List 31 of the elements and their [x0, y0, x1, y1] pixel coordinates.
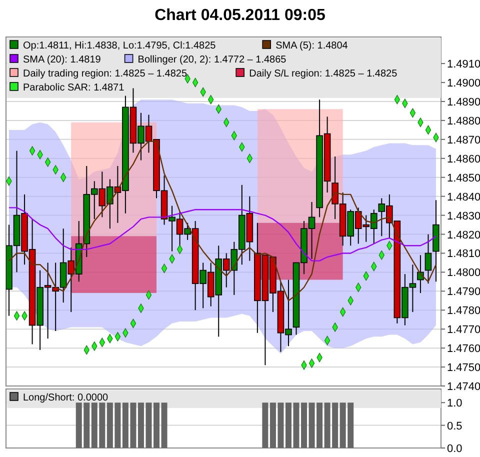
y-tick-label: 1.4910	[447, 58, 480, 71]
legend-label: Daily trading region: 1.4825 – 1.4825	[23, 68, 188, 80]
legend-label: SMA (5): 1.4804	[276, 40, 348, 52]
y-tick-label: 1.4850	[447, 172, 480, 184]
legend-label: Parabolic SAR: 1.4871	[23, 82, 125, 94]
y-tick-label: 1.4800	[447, 267, 480, 280]
candlestick	[424, 234, 432, 284]
y-tick-label: 1.4740	[447, 381, 480, 393]
legend-label: SMA (20): 1.4819	[23, 54, 102, 66]
legend-label: Bollinger (20, 2): 1.4772 – 1.4865	[138, 54, 287, 66]
legend-label: Long/Short: 0.0000	[23, 392, 109, 404]
y-tick-label: 1.4890	[447, 96, 480, 108]
legend-label: Daily S/L region: 1.4825 – 1.4825	[249, 68, 398, 80]
y-tick-label: 1.4860	[447, 153, 480, 166]
y-tick-label: 1.4810	[447, 248, 480, 260]
y-tick-label: 1.4830	[447, 210, 480, 222]
y-tick-label: 0.0	[447, 443, 462, 455]
y-tick-label: 1.0	[447, 398, 462, 410]
y-tick-label: 0.5	[447, 420, 462, 432]
y-tick-label: 1.4790	[447, 286, 480, 298]
legend-label: Op:1.4811, Hi:1.4838, Lo:1.4795, Cl:1.4825	[23, 40, 216, 52]
y-tick-label: 1.4760	[447, 343, 480, 356]
y-tick-label: 1.4880	[447, 115, 480, 128]
y-tick-label: 1.4750	[447, 362, 480, 374]
y-tick-label: 1.4820	[447, 229, 480, 242]
y-tick-label: 1.4780	[447, 305, 480, 318]
chart-title: Chart 04.05.2011 09:05	[154, 7, 326, 24]
y-tick-label: 1.4770	[447, 324, 480, 336]
y-tick-label: 1.4900	[447, 78, 480, 90]
y-tick-label: 1.4840	[447, 191, 480, 204]
y-tick-label: 1.4870	[447, 134, 480, 146]
